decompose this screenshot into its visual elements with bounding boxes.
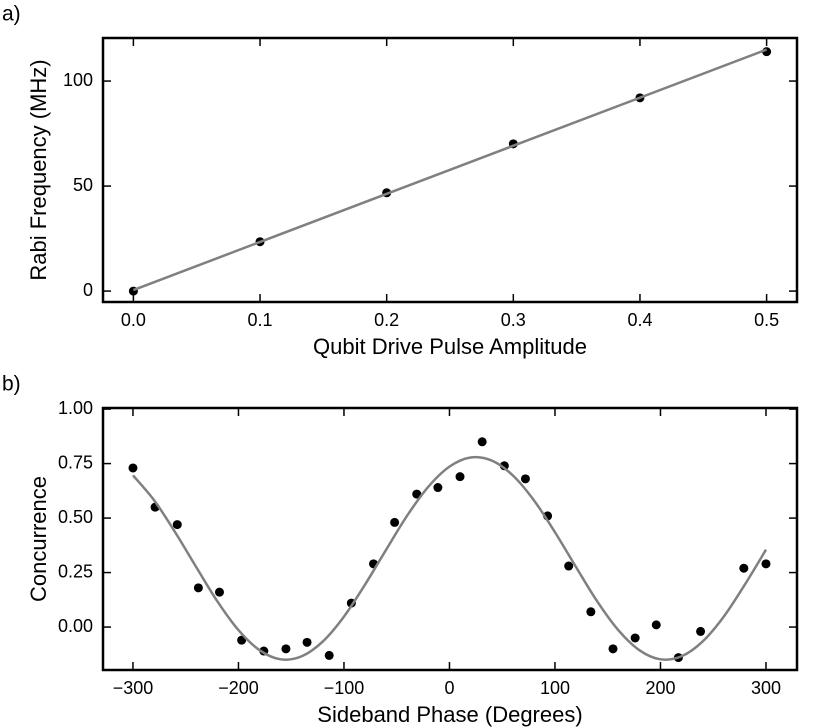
- data-point: [172, 520, 182, 530]
- data-point: [324, 650, 334, 660]
- x-tick-label: −300: [113, 678, 154, 698]
- y-tick-label: 0.00: [58, 616, 93, 636]
- data-point: [214, 587, 224, 597]
- x-tick-label: 0.1: [248, 310, 273, 330]
- y-tick-label: 0.50: [58, 507, 93, 527]
- data-point: [761, 559, 771, 569]
- x-tick-label: −200: [218, 678, 259, 698]
- data-point: [302, 637, 312, 647]
- x-tick-label: −100: [324, 678, 365, 698]
- data-point: [412, 489, 422, 499]
- data-point: [564, 561, 574, 571]
- x-tick-label: 0: [444, 678, 454, 698]
- data-point: [455, 472, 465, 482]
- x-tick-label: 0.0: [121, 310, 146, 330]
- x-axis-label: Qubit Drive Pulse Amplitude: [313, 334, 587, 359]
- fit-line: [132, 455, 768, 661]
- x-tick-label: 0.5: [754, 310, 779, 330]
- y-tick-label: 1.00: [58, 398, 93, 418]
- x-tick-label: 300: [751, 678, 781, 698]
- data-point: [586, 607, 596, 617]
- x-axis-label: Sideband Phase (Degrees): [317, 702, 582, 727]
- data-point: [390, 517, 400, 527]
- y-tick-label: 0: [83, 280, 93, 300]
- y-tick-label: 0.25: [58, 561, 93, 581]
- panel-label: a): [2, 3, 21, 26]
- data-point: [433, 483, 443, 493]
- y-axis-label: Concurrence: [26, 476, 51, 602]
- data-point: [651, 620, 661, 630]
- data-point: [477, 437, 487, 447]
- x-tick-label: 0.3: [501, 310, 526, 330]
- plot-frame: [101, 36, 799, 304]
- y-tick-label: 0.75: [58, 452, 93, 472]
- y-tick-label: 100: [63, 70, 93, 90]
- data-point: [281, 644, 291, 654]
- fit-line: [132, 48, 768, 292]
- x-tick-label: 0.4: [627, 310, 652, 330]
- data-point: [193, 583, 203, 593]
- data-point: [696, 626, 706, 636]
- panel-label: b): [2, 373, 21, 396]
- data-point: [608, 644, 618, 654]
- data-point: [128, 463, 138, 473]
- data-point: [739, 563, 749, 573]
- data-point: [520, 474, 530, 484]
- x-tick-label: 0.2: [374, 310, 399, 330]
- x-tick-label: 100: [540, 678, 570, 698]
- data-point: [630, 633, 640, 643]
- y-axis-label: Rabi Frequency (MHz): [26, 59, 51, 280]
- plot-frame: [101, 406, 799, 672]
- y-tick-label: 50: [73, 175, 93, 195]
- x-tick-label: 200: [645, 678, 675, 698]
